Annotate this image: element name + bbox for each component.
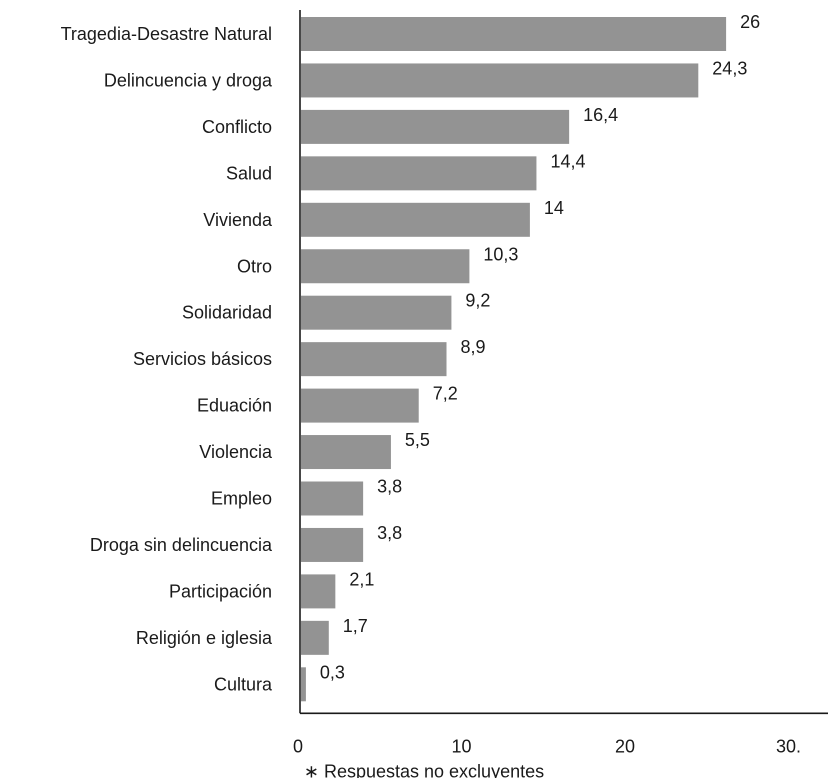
category-label: Religión e iglesia: [136, 628, 273, 648]
value-label: 7,2: [433, 384, 458, 404]
category-label: Cultura: [214, 674, 273, 694]
category-label: Vivienda: [203, 210, 273, 230]
category-labels-group: Tragedia-Desastre Natural Delincuencia y …: [61, 24, 273, 694]
value-label: 3,8: [377, 477, 402, 497]
category-label: Delincuencia y droga: [104, 70, 273, 90]
bar: [301, 249, 470, 284]
bar: [301, 435, 391, 470]
value-label: 26: [740, 12, 760, 32]
value-label: 2,1: [349, 569, 374, 589]
x-tick-label: 10: [451, 736, 471, 756]
value-label: 9,2: [465, 291, 490, 311]
bar: [301, 620, 329, 655]
category-label: Servicios básicos: [133, 349, 272, 369]
category-label: Conflicto: [202, 117, 272, 137]
value-label: 24,3: [712, 58, 747, 78]
value-label: 14: [544, 198, 564, 218]
x-tick-labels-group: 0 10 20 30.: [293, 736, 801, 756]
bar: [301, 156, 537, 191]
footnote: ∗ Respuestas no excluyentes: [304, 761, 544, 778]
value-label: 1,7: [343, 616, 368, 636]
category-label: Tragedia-Desastre Natural: [61, 24, 272, 44]
value-label: 3,8: [377, 523, 402, 543]
category-label: Participación: [169, 581, 272, 601]
x-tick-label: 0: [293, 736, 303, 756]
value-label: 0,3: [320, 662, 345, 682]
category-label: Droga sin delincuencia: [90, 535, 273, 555]
value-labels-group: 26 24,3 16,4 14,4 14 10,3 9,2 8,9 7,2 5,5 3,8 3,8 2,…: [320, 12, 760, 682]
bar: [301, 667, 306, 702]
bar: [301, 527, 364, 562]
value-label: 5,5: [405, 430, 430, 450]
bar: [301, 202, 530, 237]
category-label: Otro: [237, 256, 272, 276]
bar: [301, 109, 570, 144]
category-label: Empleo: [211, 489, 272, 509]
value-label: 10,3: [483, 244, 518, 264]
bar: [301, 17, 727, 51]
category-label: Violencia: [199, 442, 273, 462]
value-label: 14,4: [550, 151, 585, 171]
x-tick-label: 30.: [776, 736, 801, 756]
value-label: 8,9: [461, 337, 486, 357]
bar: [301, 63, 699, 98]
x-tick-label: 20: [615, 736, 635, 756]
value-label: 16,4: [583, 105, 618, 125]
category-label: Solidaridad: [182, 303, 272, 323]
bar: [301, 574, 336, 609]
bars-group: [301, 17, 727, 702]
category-label: Salud: [226, 163, 272, 183]
bar: [301, 342, 447, 377]
bar: [301, 481, 364, 516]
bar: [301, 388, 419, 423]
bar: [301, 295, 452, 330]
category-label: Eduación: [197, 396, 272, 416]
